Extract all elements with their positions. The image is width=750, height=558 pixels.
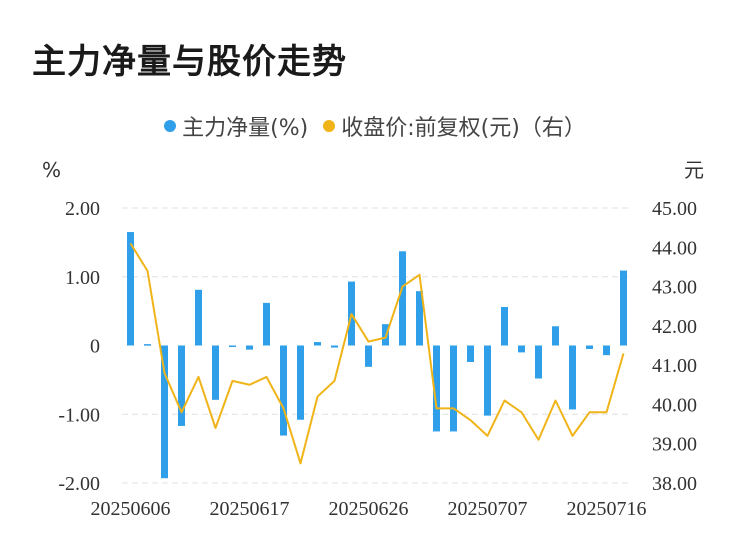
x-tick-label: 20250716 xyxy=(567,498,647,520)
y-right-axis-label: 元 xyxy=(684,158,704,182)
x-tick-label: 20250626 xyxy=(329,498,409,520)
bar xyxy=(212,345,219,400)
y-right-tick-label: 39.00 xyxy=(652,434,697,456)
y-right-tick-label: 43.00 xyxy=(652,277,697,299)
bar xyxy=(416,291,423,346)
y-right-tick-label: 38.00 xyxy=(652,473,697,495)
x-tick-label: 20250606 xyxy=(91,498,171,520)
bar xyxy=(144,344,151,346)
bar xyxy=(569,345,576,410)
bar xyxy=(280,345,287,436)
bar xyxy=(331,345,338,348)
y-left-tick-label: 2.00 xyxy=(65,198,100,220)
legend-marker-net-flow xyxy=(164,120,177,132)
bar xyxy=(127,232,134,346)
y-left-tick-label: -1.00 xyxy=(58,404,100,426)
bar xyxy=(229,345,236,347)
bar xyxy=(195,289,202,346)
bar xyxy=(484,345,491,416)
bar xyxy=(433,345,440,432)
legend-item-close-price[interactable]: 收盘价:前复权(元)（右） xyxy=(323,110,586,142)
y-right-tick-label: 41.00 xyxy=(652,355,697,377)
x-tick-label: 20250617 xyxy=(210,498,290,520)
bar xyxy=(501,307,508,346)
legend-marker-close-price xyxy=(323,120,336,132)
bar xyxy=(467,345,474,362)
y-left-axis-label: % xyxy=(42,158,61,182)
bar xyxy=(178,345,185,426)
bar xyxy=(518,345,525,353)
bar xyxy=(586,345,593,349)
bar xyxy=(450,345,457,432)
y-left-tick-label: 0 xyxy=(90,336,100,358)
legend-label-net-flow: 主力净量(%) xyxy=(182,116,309,141)
bar xyxy=(246,345,253,350)
y-right-tick-label: 42.00 xyxy=(652,316,697,338)
y-left-tick-label: 1.00 xyxy=(65,267,100,289)
price-line xyxy=(129,242,625,465)
bar xyxy=(365,345,372,367)
bar xyxy=(620,270,627,346)
y-right-tick-label: 44.00 xyxy=(652,237,697,259)
bar xyxy=(552,326,559,346)
bar xyxy=(314,342,321,346)
bar xyxy=(399,251,406,346)
bar xyxy=(263,302,270,346)
legend-label-close-price: 收盘价:前复权(元)（右） xyxy=(341,116,586,141)
bar xyxy=(535,345,542,379)
bar xyxy=(603,345,610,356)
y-right-tick-label: 45.00 xyxy=(652,198,697,220)
chart-title: 主力净量与股价走势 xyxy=(32,42,347,82)
x-tick-label: 20250707 xyxy=(448,498,528,520)
y-right-tick-label: 40.00 xyxy=(652,394,697,416)
legend: 主力净量(%) 收盘价:前复权(元)（右） xyxy=(0,110,750,142)
legend-item-net-flow[interactable]: 主力净量(%) xyxy=(164,110,308,142)
bar xyxy=(297,345,304,420)
bar xyxy=(161,345,168,479)
y-left-tick-label: -2.00 xyxy=(58,473,100,495)
